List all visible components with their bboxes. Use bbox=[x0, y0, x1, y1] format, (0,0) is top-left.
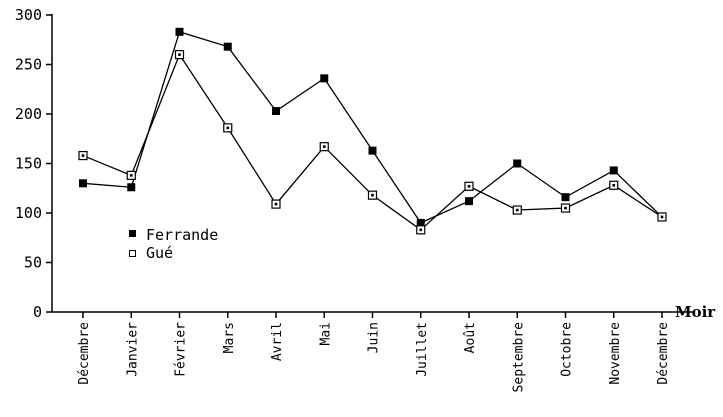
series-line-gue bbox=[82, 53, 663, 231]
series-lines bbox=[82, 31, 663, 231]
data-point-ferrande bbox=[513, 159, 522, 168]
legend-marker-gue bbox=[129, 250, 136, 257]
x-tick-label: Mars bbox=[222, 322, 237, 353]
x-tick-label: Février bbox=[174, 322, 189, 377]
x-axis-ticks: Décembre Janvier Février Mars Avril Mai Juin Ju… bbox=[77, 312, 671, 392]
x-tick-label: Juillet bbox=[415, 322, 430, 377]
legend-label-gue: Gué bbox=[146, 244, 173, 262]
data-point-ferrande bbox=[175, 27, 184, 36]
x-tick-label: Janvier bbox=[125, 322, 140, 377]
x-tick-label: Novembre bbox=[608, 322, 623, 385]
y-tick-label: 200 bbox=[15, 105, 42, 123]
data-point-center-gue bbox=[178, 53, 181, 56]
x-tick-label: Décembre bbox=[656, 322, 671, 385]
x-tick-label: Avril bbox=[270, 322, 285, 361]
x-tick-label: Septembre bbox=[511, 322, 526, 393]
y-tick-label: 150 bbox=[15, 155, 42, 173]
data-point-ferrande bbox=[272, 107, 280, 116]
data-point-center-gue bbox=[515, 208, 519, 212]
data-point-ferrande bbox=[561, 193, 570, 202]
y-tick-label: 0 bbox=[33, 303, 42, 321]
legend-label-ferrande: Ferrande bbox=[146, 226, 218, 244]
x-tick-label: Juin bbox=[367, 322, 382, 353]
y-tick-label: 300 bbox=[15, 6, 42, 24]
data-point-ferrande bbox=[127, 183, 136, 192]
data-point-center-gue bbox=[322, 145, 326, 148]
y-tick-label: 50 bbox=[24, 254, 42, 272]
x-tick-label: Octobre bbox=[560, 322, 575, 377]
y-tick-label: 250 bbox=[15, 56, 42, 74]
data-point-ferrande bbox=[79, 179, 87, 188]
y-axis-ticks: 0 50 100 150 200 250 300 bbox=[15, 6, 52, 321]
data-point-center-gue bbox=[564, 206, 567, 210]
legend: Ferrande Gué bbox=[129, 226, 218, 262]
data-point-center-gue bbox=[660, 215, 664, 219]
series-markers bbox=[78, 27, 667, 235]
data-point-center-gue bbox=[274, 202, 278, 206]
data-point-ferrande bbox=[416, 218, 425, 227]
x-tick-label: Décembre bbox=[77, 322, 92, 385]
data-point-center-gue bbox=[371, 193, 374, 197]
data-point-center-gue bbox=[81, 154, 85, 157]
data-point-ferrande bbox=[609, 166, 618, 175]
data-point-ferrande bbox=[465, 197, 473, 206]
data-point-ferrande bbox=[223, 42, 232, 51]
x-tick-label: Août bbox=[463, 322, 478, 353]
data-point-center-gue bbox=[467, 184, 471, 188]
x-axis-title: Moir bbox=[675, 303, 716, 321]
data-point-center-gue bbox=[129, 174, 133, 177]
data-point-center-gue bbox=[419, 228, 423, 232]
data-point-center-gue bbox=[612, 183, 616, 187]
data-point-ferrande bbox=[320, 74, 329, 83]
x-tick-label: Mai bbox=[318, 322, 333, 345]
legend-marker-ferrande bbox=[129, 230, 136, 237]
data-point-center-gue bbox=[226, 126, 230, 130]
data-point-ferrande bbox=[368, 146, 377, 155]
y-tick-label: 100 bbox=[15, 204, 42, 222]
